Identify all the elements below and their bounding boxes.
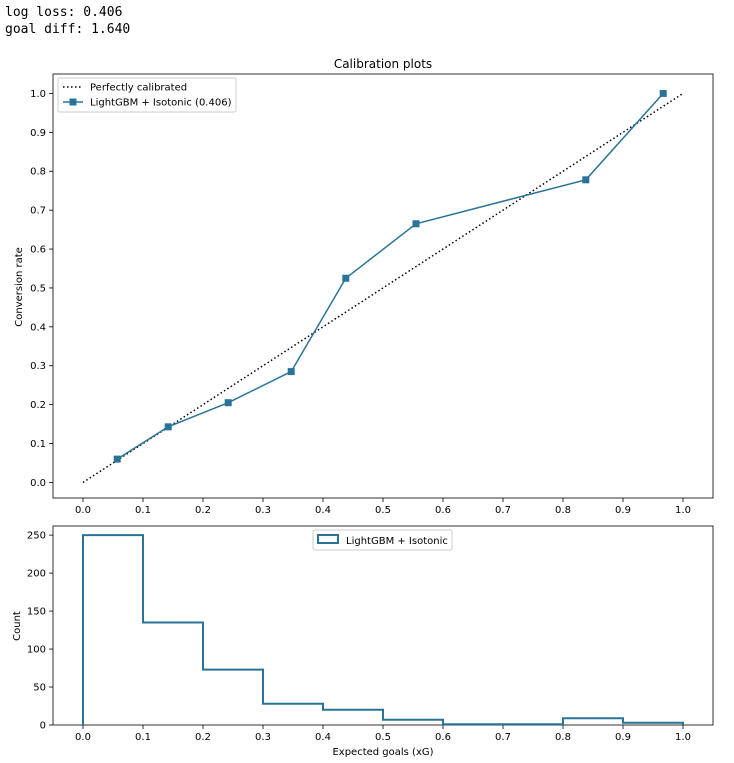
histogram-x-axis-label: Expected goals (xG) xyxy=(332,747,433,758)
histogram-y-tick-label: 150 xyxy=(27,607,46,618)
calibration-point xyxy=(224,399,232,407)
histogram-axes-frame xyxy=(52,525,714,726)
histogram-x-tick-label: 1.0 xyxy=(675,732,691,743)
histogram-plot: Expected goals (xG) Count 0.0 0.1 0.2 0.3 0.… xyxy=(12,525,714,758)
calibration-y-tick-label: 0.1 xyxy=(30,439,46,450)
calibration-x-tick-label: 0.2 xyxy=(195,505,211,516)
calibration-y-tick-label: 0.4 xyxy=(30,322,46,333)
calibration-x-tick-label: 0.5 xyxy=(375,505,391,516)
calibration-point xyxy=(659,89,667,97)
calibration-y-tick-label: 0.3 xyxy=(30,361,46,372)
calibration-plot: Calibration plots Conversion rate 0.0 0.1… xyxy=(14,57,714,516)
histogram-legend-swatch xyxy=(317,534,339,544)
calibration-y-tick-label: 0.2 xyxy=(30,400,46,411)
calibration-plot-title: Calibration plots xyxy=(334,57,432,71)
calibration-x-tick-label: 0.4 xyxy=(315,505,331,516)
histogram-x-tick-label: 0.3 xyxy=(255,732,271,743)
calibration-x-tick-label: 0.3 xyxy=(255,505,271,516)
calibration-point xyxy=(412,220,420,228)
histogram-x-tick-label: 0.2 xyxy=(195,732,211,743)
calibration-y-tick-label: 0.5 xyxy=(30,283,46,294)
calibration-point xyxy=(287,368,295,376)
histogram-x-tick-label: 0.4 xyxy=(315,732,331,743)
calibration-y-axis-label: Conversion rate xyxy=(14,247,25,327)
legend-series-marker xyxy=(69,98,77,106)
histogram-legend: LightGBM + Isotonic xyxy=(312,529,453,551)
calibration-y-tick-label: 1.0 xyxy=(30,89,46,100)
histogram-y-tick-label: 100 xyxy=(27,645,46,656)
histogram-y-tick-label: 200 xyxy=(27,569,46,580)
log-loss-text: log loss: 0.406 xyxy=(5,5,123,20)
calibration-legend: Perfectly calibrated LightGBM + Isotonic … xyxy=(57,77,237,113)
calibration-x-tick-label: 0.9 xyxy=(615,505,631,516)
histogram-y-tick-label: 0 xyxy=(40,721,46,732)
histogram-y-tick-label: 250 xyxy=(27,531,46,542)
histogram-step-outline xyxy=(82,534,684,726)
calibration-point xyxy=(113,455,121,463)
stats-block: log loss: 0.406 goal diff: 1.640 xyxy=(5,4,130,38)
calibration-point xyxy=(582,176,590,184)
legend-perfectly-calibrated-label: Perfectly calibrated xyxy=(90,83,187,94)
calibration-x-tick-label: 0.8 xyxy=(555,505,571,516)
histogram-x-tick-label: 0.1 xyxy=(135,732,151,743)
histogram-x-tick-label: 0.6 xyxy=(435,732,451,743)
calibration-y-tick-label: 0.0 xyxy=(30,478,46,489)
calibration-point xyxy=(342,274,350,282)
histogram-legend-label: LightGBM + Isotonic xyxy=(346,536,448,547)
histogram-x-tick-label: 0.8 xyxy=(555,732,571,743)
goal-diff-text: goal diff: 1.640 xyxy=(5,22,131,37)
legend-series-label: LightGBM + Isotonic (0.406) xyxy=(90,98,232,109)
calibration-y-tick-label: 0.8 xyxy=(30,167,46,178)
calibration-x-tick-label: 0.7 xyxy=(495,505,511,516)
histogram-x-tick-label: 0.5 xyxy=(375,732,391,743)
calibration-series-line xyxy=(116,92,664,460)
calibration-x-tick-label: 0.1 xyxy=(135,505,151,516)
histogram-x-tick-label: 0.7 xyxy=(495,732,511,743)
calibration-y-tick-label: 0.7 xyxy=(30,206,46,217)
calibration-y-tick-label: 0.6 xyxy=(30,245,46,256)
calibration-x-tick-label: 0.0 xyxy=(75,505,91,516)
histogram-x-tick-label: 0.9 xyxy=(615,732,631,743)
calibration-legend-box xyxy=(57,77,237,113)
calibration-point xyxy=(164,423,172,431)
histogram-x-tick-label: 0.0 xyxy=(75,732,91,743)
histogram-y-tick-label: 50 xyxy=(33,683,46,694)
calibration-y-tick-label: 0.9 xyxy=(30,128,46,139)
calibration-x-tick-label: 0.6 xyxy=(435,505,451,516)
histogram-y-axis-label: Count xyxy=(12,611,23,641)
calibration-x-tick-label: 1.0 xyxy=(675,505,691,516)
histogram-legend-box xyxy=(312,529,453,551)
